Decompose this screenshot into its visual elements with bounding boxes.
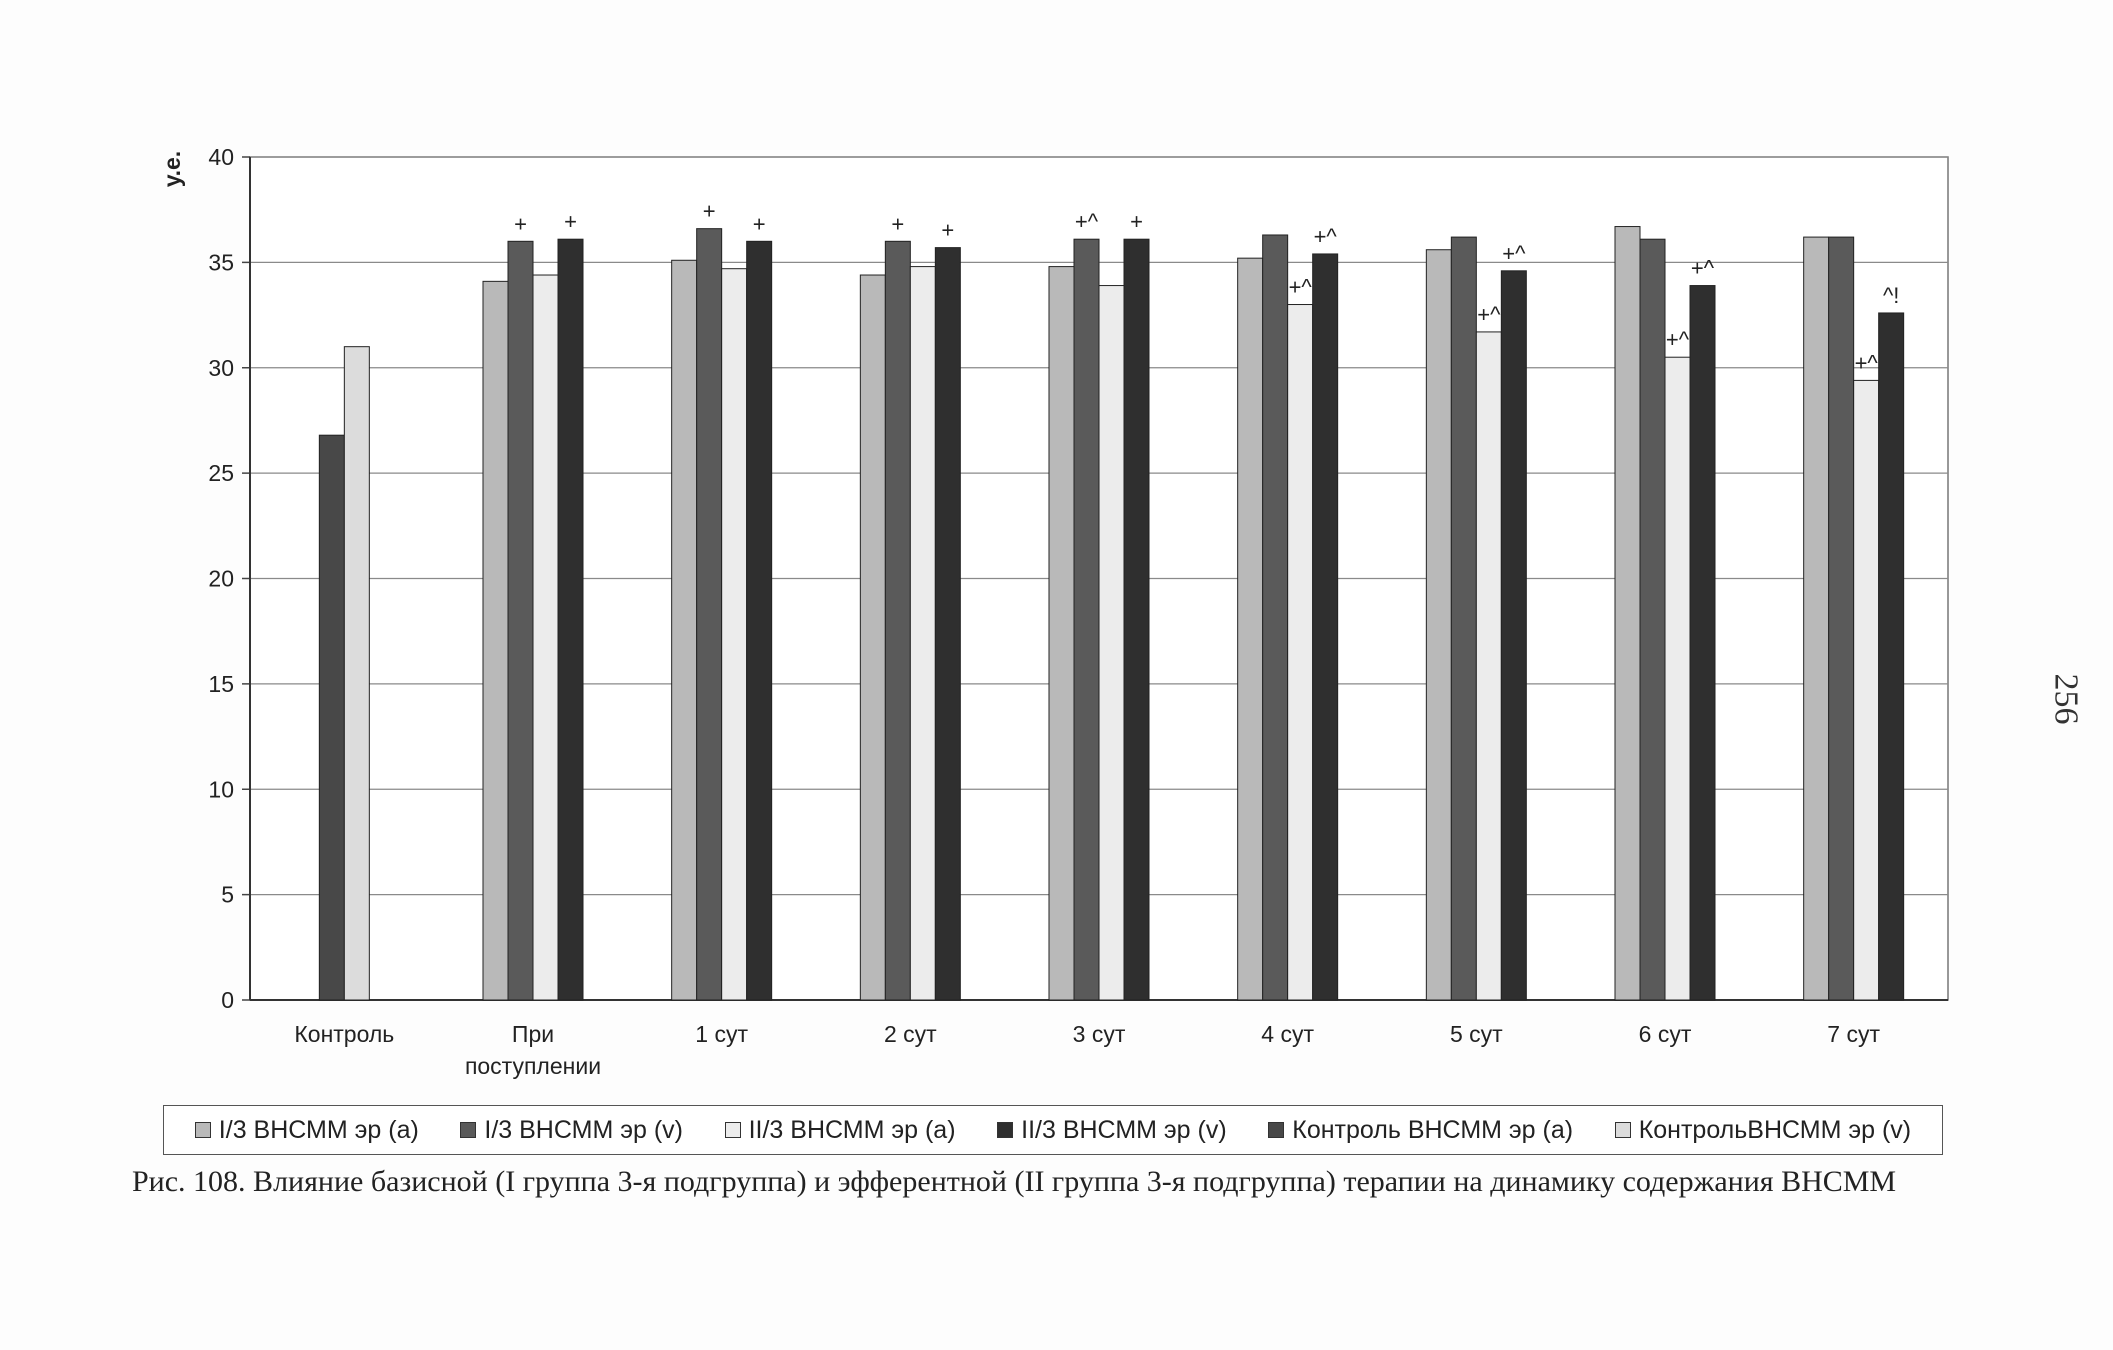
x-tick-label: 3 сут bbox=[1073, 1021, 1126, 1047]
bar bbox=[1312, 253, 1339, 1001]
x-tick-label: Контроль bbox=[294, 1021, 394, 1047]
bar-annotation: + bbox=[1130, 209, 1143, 234]
bar bbox=[1614, 226, 1641, 1001]
bar bbox=[1450, 236, 1477, 1001]
legend-label: КонтрольВНСММ эр (v) bbox=[1638, 1115, 1912, 1144]
bar bbox=[343, 346, 370, 1001]
bar bbox=[1878, 312, 1905, 1001]
bar-annotation: +^ bbox=[1477, 302, 1501, 327]
y-tick-label: 20 bbox=[208, 566, 234, 592]
bar bbox=[721, 268, 748, 1001]
bar bbox=[1664, 356, 1691, 1001]
bar-annotation: +^ bbox=[1289, 275, 1313, 300]
bar bbox=[482, 280, 509, 1001]
bar-annotation: +^ bbox=[1691, 256, 1715, 281]
bar-annotation: + bbox=[891, 211, 904, 236]
legend-swatch bbox=[997, 1122, 1014, 1138]
bar bbox=[1098, 285, 1125, 1001]
y-tick-label: 5 bbox=[221, 882, 234, 908]
bar-annotation: +^ bbox=[1666, 327, 1690, 352]
y-axis-label: у.е. bbox=[159, 151, 185, 187]
bar bbox=[1689, 285, 1716, 1001]
legend-swatch bbox=[724, 1122, 741, 1138]
bar bbox=[1853, 379, 1880, 1001]
legend-label: I/3 ВНСММ эр (v) bbox=[484, 1115, 683, 1144]
bar-annotation: +^ bbox=[1855, 350, 1879, 375]
bar bbox=[859, 274, 886, 1001]
bar bbox=[671, 259, 698, 1001]
bar-annotation: +^ bbox=[1314, 224, 1338, 249]
legend-swatch bbox=[460, 1122, 477, 1138]
bar bbox=[1803, 236, 1830, 1001]
legend-label: II/3 ВНСММ эр (v) bbox=[1021, 1115, 1227, 1144]
y-tick-label: 40 bbox=[208, 144, 234, 170]
bar bbox=[746, 240, 773, 1001]
x-tick-label: поступлении bbox=[465, 1053, 601, 1079]
y-tick-label: 15 bbox=[208, 671, 234, 697]
legend-item: II/3 ВНСММ эр (v) bbox=[997, 1116, 1227, 1145]
legend-item: II/3 ВНСММ эр (а) bbox=[724, 1115, 956, 1145]
bar bbox=[934, 247, 961, 1001]
x-tick-label: 4 сут bbox=[1261, 1021, 1314, 1047]
bar bbox=[1639, 238, 1666, 1001]
bar-chart: 0 5 10 15 20 25 30 35 40 у.е. Контроль При поступлен… bbox=[159, 144, 1949, 1079]
bar bbox=[318, 434, 345, 1001]
bar bbox=[1073, 238, 1100, 1001]
bar-annotation: + bbox=[753, 211, 766, 236]
bar bbox=[1500, 270, 1527, 1001]
x-tick-label: 6 сут bbox=[1639, 1021, 1692, 1047]
y-tick-label: 35 bbox=[208, 249, 234, 275]
bar-annotation: ^! bbox=[1883, 283, 1899, 308]
y-tick-label: 0 bbox=[221, 987, 234, 1013]
bar-annotation: +^ bbox=[1075, 209, 1099, 234]
bar bbox=[507, 240, 534, 1001]
x-tick-label: 7 сут bbox=[1827, 1021, 1880, 1047]
bar bbox=[1123, 238, 1150, 1001]
bar bbox=[1425, 249, 1452, 1001]
bar bbox=[1237, 257, 1264, 1001]
bar-annotation: +^ bbox=[1502, 241, 1526, 266]
x-tick-label: 5 сут bbox=[1450, 1021, 1503, 1047]
bar-annotation: + bbox=[703, 199, 716, 224]
legend-item: Контроль ВНСММ эр (а) bbox=[1268, 1116, 1573, 1145]
legend-item: I/3 ВНСММ эр (v) bbox=[460, 1116, 683, 1145]
bar bbox=[1048, 266, 1075, 1001]
chart-legend: I/3 ВНСММ эр (а) I/3 ВНСММ эр (v) II/3 ВНС… bbox=[163, 1105, 1943, 1155]
legend-label: Контроль ВНСММ эр (а) bbox=[1292, 1115, 1574, 1144]
legend-item: I/3 ВНСММ эр (а) bbox=[194, 1115, 419, 1145]
bar bbox=[1475, 331, 1502, 1001]
bar bbox=[884, 240, 911, 1001]
legend-swatch bbox=[1614, 1122, 1631, 1138]
legend-label: I/3 ВНСММ эр (а) bbox=[218, 1115, 419, 1144]
legend-label: II/3 ВНСММ эр (а) bbox=[748, 1115, 956, 1144]
bar-annotation: + bbox=[941, 218, 954, 243]
page-number: 256 bbox=[2047, 673, 2085, 725]
x-tick-label: 2 сут bbox=[884, 1021, 937, 1047]
figure-caption: Рис. 108. Влияние базисной (I группа 3-я… bbox=[132, 1165, 1897, 1198]
bar bbox=[532, 274, 559, 1001]
bar bbox=[557, 238, 584, 1001]
y-tick-label: 30 bbox=[208, 355, 234, 381]
bar-annotation: + bbox=[514, 211, 527, 236]
bar bbox=[1262, 234, 1289, 1001]
x-tick-label: 1 сут bbox=[695, 1021, 748, 1047]
bar bbox=[1287, 304, 1314, 1001]
bar bbox=[1828, 236, 1855, 1001]
legend-swatch bbox=[194, 1122, 211, 1138]
bar bbox=[909, 266, 936, 1001]
x-tick-label: При bbox=[512, 1021, 554, 1047]
y-tick-label: 10 bbox=[208, 776, 234, 802]
legend-item: КонтрольВНСММ эр (v) bbox=[1614, 1115, 1912, 1145]
bar bbox=[696, 228, 723, 1001]
bar-annotation: + bbox=[564, 209, 577, 234]
legend-swatch bbox=[1268, 1122, 1285, 1138]
y-tick-label: 25 bbox=[208, 460, 234, 486]
